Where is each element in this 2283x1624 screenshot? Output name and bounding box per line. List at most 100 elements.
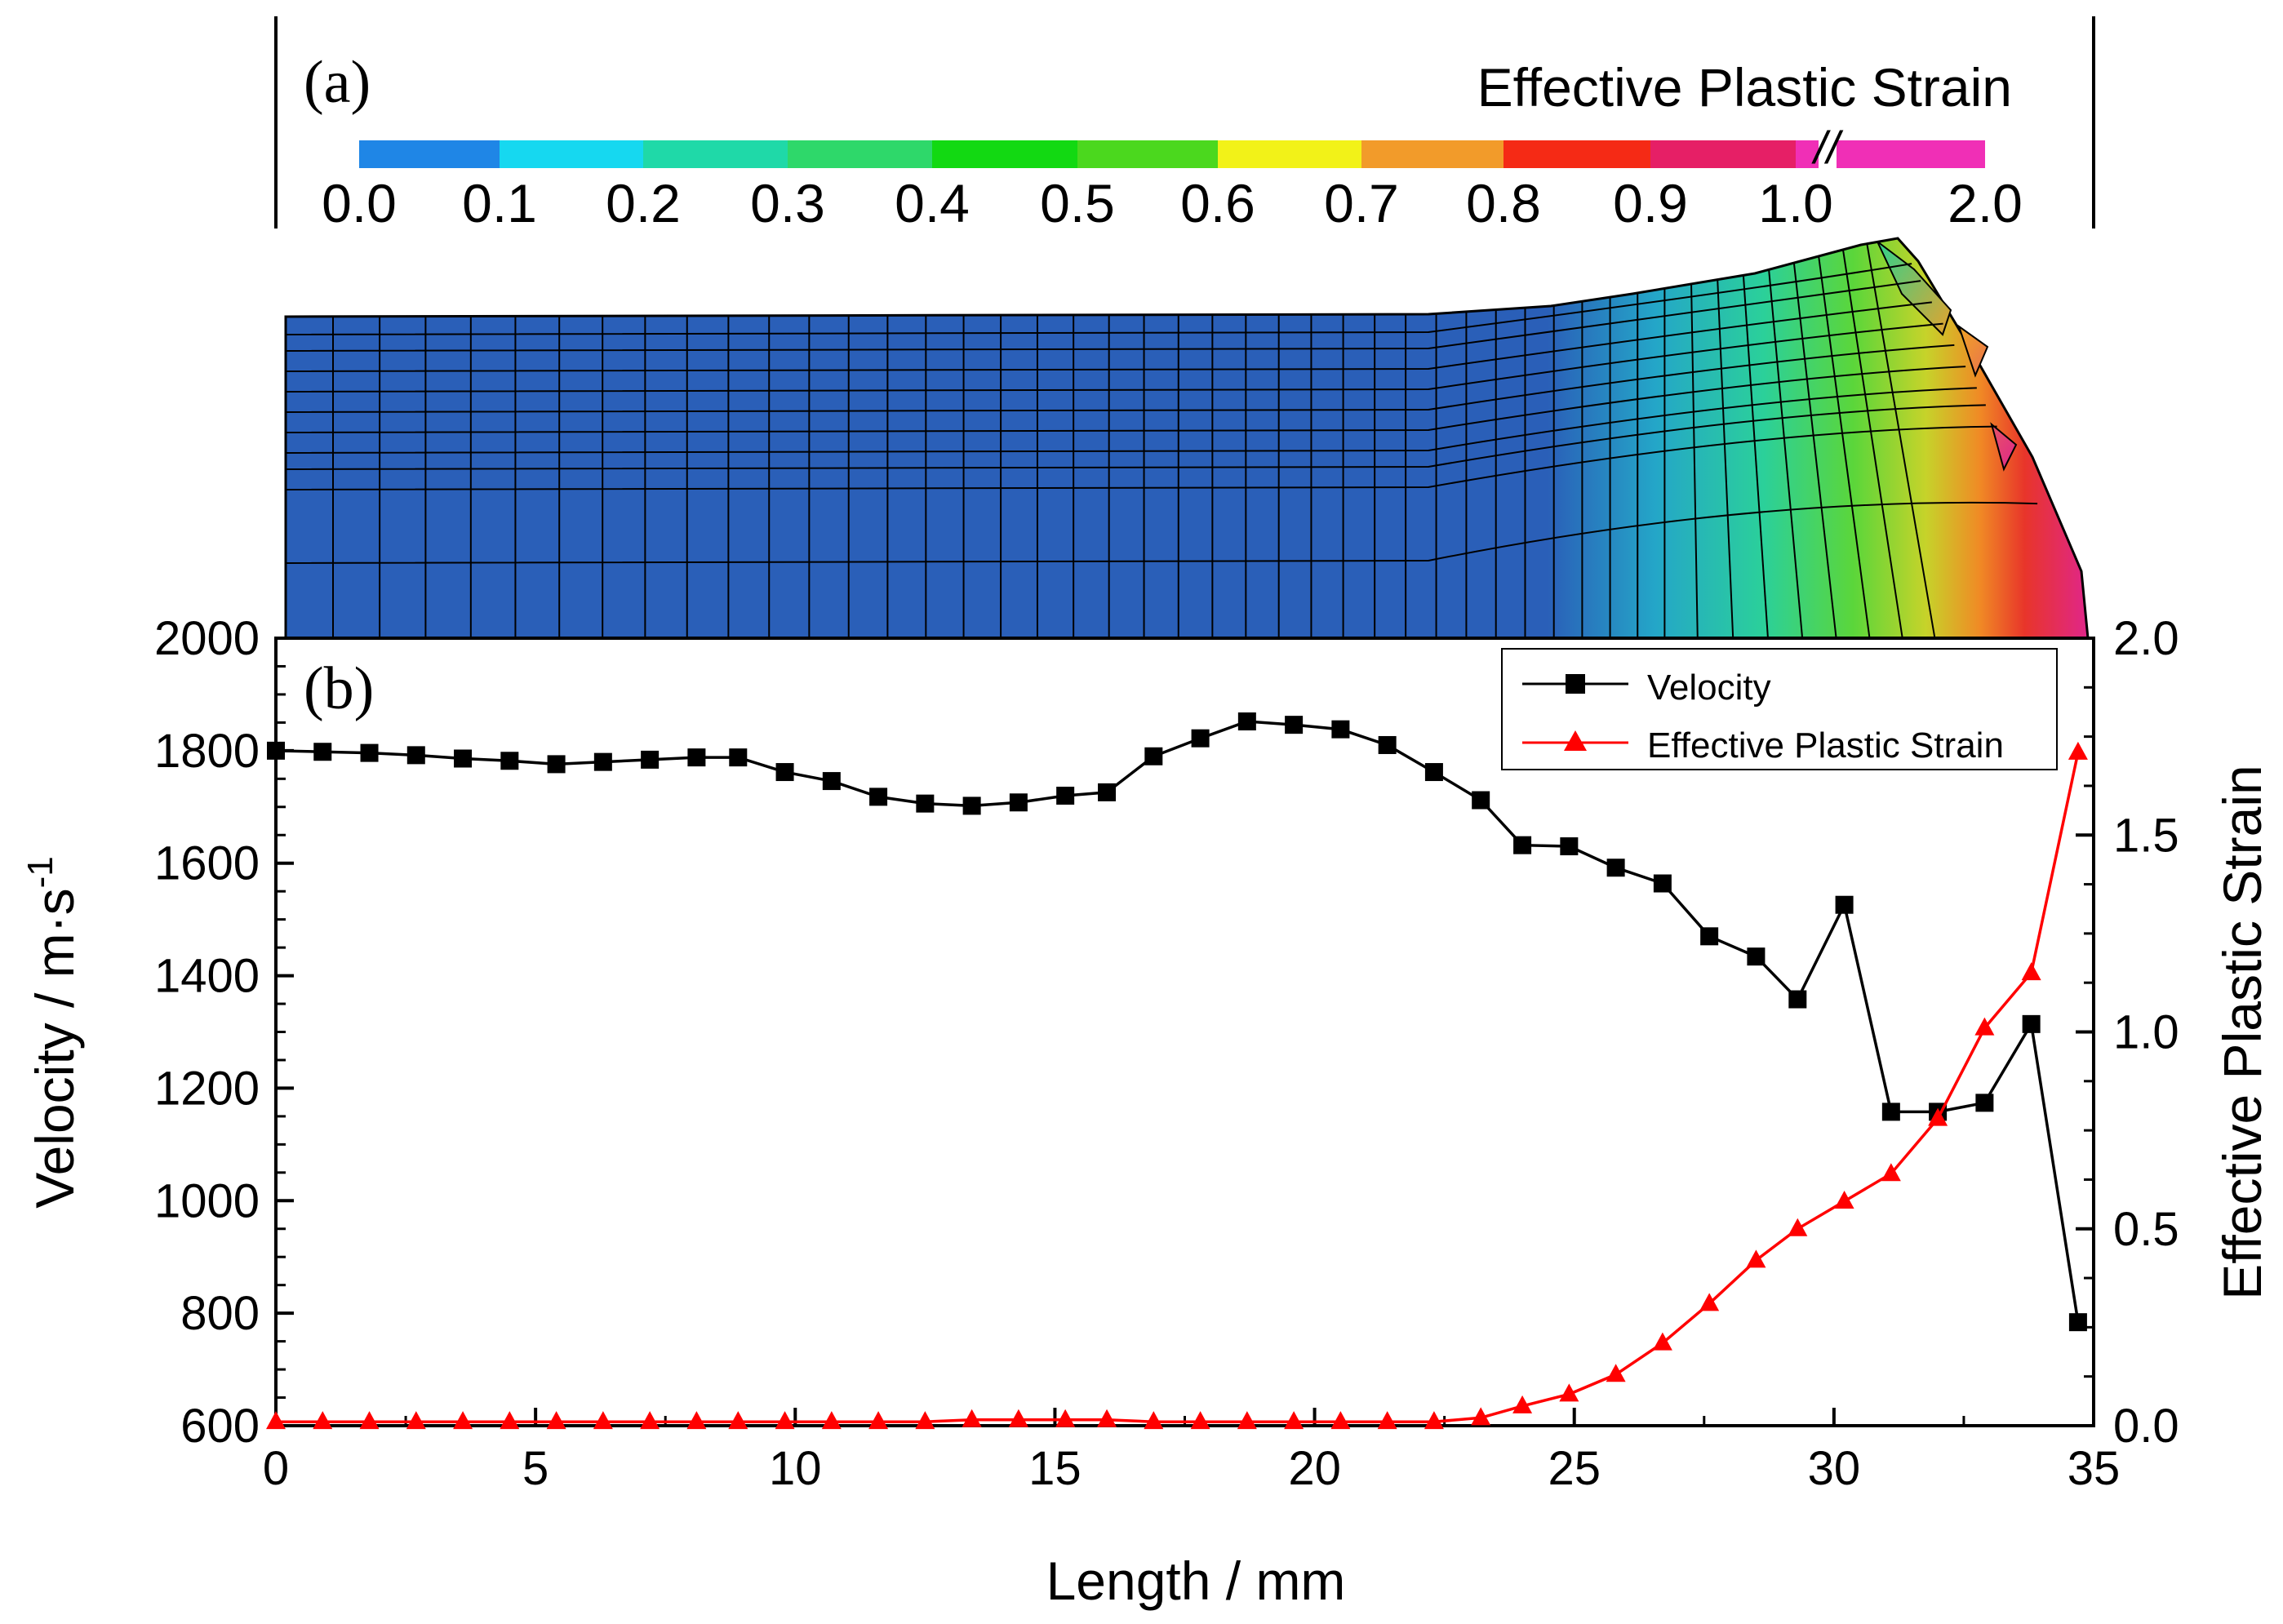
mesh-body <box>284 237 2090 640</box>
panel-a-label: (a) <box>304 49 371 116</box>
x-tick-label: 10 <box>769 1442 822 1495</box>
data-point-effective-plastic-strain <box>1237 1411 1257 1430</box>
data-point-velocity <box>1881 1103 1900 1121</box>
legend-strain-label: Effective Plastic Strain <box>1647 725 2004 765</box>
data-point-velocity <box>1056 787 1075 805</box>
data-point-velocity <box>729 748 748 767</box>
series-line-velocity <box>275 720 2080 1323</box>
data-point-velocity <box>1700 927 1719 946</box>
mesh-line-horizontal <box>285 322 1943 393</box>
mesh-line-vertical <box>1818 255 1871 639</box>
data-point-effective-plastic-strain <box>1928 1107 1948 1126</box>
colorbar-segment-4 <box>932 140 1077 168</box>
colorbar-tick-label: 0.7 <box>1324 173 1399 233</box>
x-axis-ticks: 0 5 10 15 20 25 30 35 <box>263 1408 2120 1495</box>
data-point-velocity <box>1835 895 1854 914</box>
series-layer <box>266 712 2088 1430</box>
data-point-effective-plastic-strain <box>775 1411 795 1430</box>
mesh-line-vertical <box>1717 279 1734 639</box>
colorbar-segment-0 <box>359 140 500 168</box>
colorbar-tick-label: 0.9 <box>1613 173 1688 233</box>
data-point-velocity <box>547 755 566 774</box>
y-axis-left-label-superscript: -1 <box>20 856 60 888</box>
legend-strain-marker <box>1564 730 1587 751</box>
colorbar-title: Effective Plastic Strain <box>1477 57 2012 118</box>
mesh-line-horizontal <box>285 387 1977 454</box>
colorbar-segment-6 <box>1218 140 1361 168</box>
data-point-velocity <box>869 788 888 806</box>
colorbar-segment-7 <box>1361 140 1503 168</box>
y-tick-label: 800 <box>180 1287 260 1340</box>
data-point-velocity <box>313 743 332 761</box>
colorbar-tick-label: 0.3 <box>750 173 825 233</box>
data-point-velocity <box>267 741 285 760</box>
data-point-velocity <box>1331 720 1350 739</box>
y2-tick-label: 2.0 <box>2113 612 2179 665</box>
data-point-velocity <box>1472 791 1490 810</box>
data-point-velocity <box>454 749 473 768</box>
data-point-effective-plastic-strain <box>1284 1411 1304 1430</box>
y2-tick-label: 1.0 <box>2113 1006 2179 1059</box>
data-point-effective-plastic-strain <box>2068 741 2088 760</box>
mesh-line-vertical <box>1690 283 1699 639</box>
x-tick-label: 0 <box>263 1442 289 1495</box>
data-point-velocity <box>1424 763 1443 782</box>
x-tick-label: 30 <box>1808 1442 1861 1495</box>
colorbar-segment-1 <box>500 140 643 168</box>
data-point-velocity <box>687 748 706 767</box>
mesh-line-vertical <box>1742 275 1769 639</box>
data-point-effective-plastic-strain <box>1881 1163 1901 1182</box>
colorbar <box>359 137 1985 171</box>
data-point-effective-plastic-strain <box>1652 1332 1672 1351</box>
mesh-line-horizontal <box>285 501 2038 564</box>
data-point-velocity <box>1237 712 1256 731</box>
data-point-velocity <box>2068 1313 2087 1332</box>
data-point-effective-plastic-strain <box>640 1411 660 1430</box>
colorbar-tick-label: 0.8 <box>1466 173 1541 233</box>
data-point-velocity <box>1009 793 1028 812</box>
colorbar-tick-label: 0.6 <box>1180 173 1255 233</box>
mesh-grid-lines <box>285 243 2038 639</box>
y-axis-left-label: Velocity / m·s-1 <box>20 856 85 1209</box>
data-point-effective-plastic-strain <box>500 1411 520 1430</box>
data-point-velocity <box>1285 716 1304 734</box>
colorbar-tick-label: 2.0 <box>1948 173 2023 233</box>
y-axis-left-label-text: Velocity / m·s <box>24 888 85 1208</box>
data-point-velocity <box>360 743 379 762</box>
legend: Velocity Effective Plastic Strain <box>1501 648 2058 770</box>
legend-velocity-marker <box>1566 674 1585 694</box>
data-point-velocity <box>1747 947 1766 966</box>
panel-b: (b) 0 5 10 15 20 25 30 35 600 800 1000 1200 1400 160… <box>20 612 2272 1611</box>
y2-tick-label: 1.5 <box>2113 809 2179 862</box>
mesh-line-horizontal <box>285 263 1912 335</box>
y-tick-label: 1000 <box>154 1174 260 1227</box>
data-point-velocity <box>775 763 794 782</box>
data-point-effective-plastic-strain <box>821 1411 842 1430</box>
data-point-effective-plastic-strain <box>1055 1409 1076 1427</box>
mesh-line-vertical <box>1841 249 1903 639</box>
data-point-effective-plastic-strain <box>1974 1017 1995 1036</box>
legend-velocity-label: Velocity <box>1647 668 1771 708</box>
data-point-effective-plastic-strain <box>728 1411 748 1430</box>
y-tick-label: 600 <box>180 1400 260 1453</box>
colorbar-tick-label: 0.4 <box>895 173 970 233</box>
projectile-mesh <box>284 237 2090 640</box>
data-point-effective-plastic-strain <box>1788 1218 1808 1236</box>
data-point-velocity <box>1975 1094 1994 1112</box>
y-tick-label: 1800 <box>154 725 260 778</box>
data-point-effective-plastic-strain <box>1144 1411 1164 1430</box>
series-line-effective-plastic-strain <box>276 752 2080 1423</box>
mesh-line-horizontal <box>285 301 1932 372</box>
data-point-effective-plastic-strain <box>546 1411 566 1430</box>
y-axis-left-ticks: 600 800 1000 1200 1400 1600 1800 2000 <box>154 612 294 1453</box>
data-point-effective-plastic-strain <box>1746 1249 1766 1268</box>
data-point-effective-plastic-strain <box>453 1411 473 1430</box>
mesh-line-vertical <box>1866 243 1936 639</box>
colorbar-segment-9 <box>1650 140 1796 168</box>
data-point-effective-plastic-strain <box>313 1411 333 1430</box>
data-point-velocity <box>593 752 612 771</box>
data-point-effective-plastic-strain <box>1190 1411 1210 1430</box>
mesh-line-horizontal <box>285 280 1921 352</box>
y2-tick-label: 0.5 <box>2113 1203 2179 1256</box>
data-point-velocity <box>1606 859 1625 877</box>
